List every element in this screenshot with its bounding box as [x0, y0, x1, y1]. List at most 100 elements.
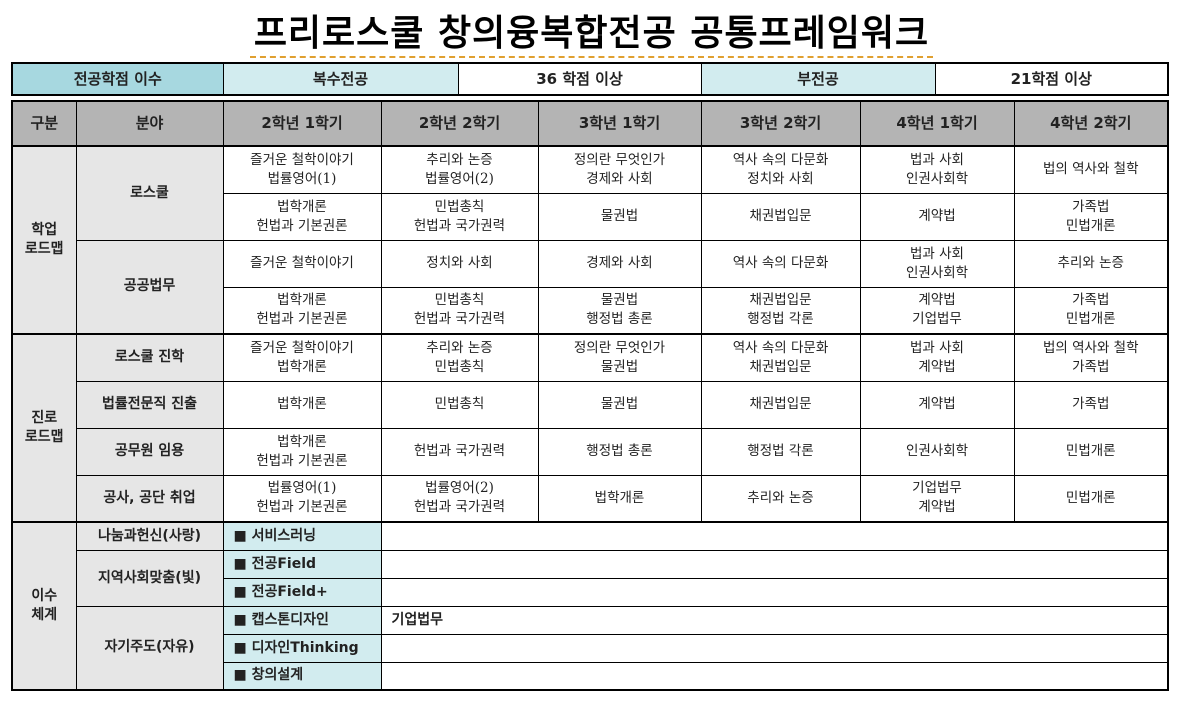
- minor-label: 부전공: [700, 62, 936, 96]
- field-name: 로스쿨: [75, 145, 224, 241]
- course-cell: 정치와 사회: [380, 239, 539, 288]
- table-row: ■ 창의설계: [12, 661, 1169, 691]
- table-row: 자기주도(자유) ■ 캡스톤디자인 기업법무: [12, 605, 1169, 691]
- framework-table: 구분 분야 2학년 1학기 2학년 2학기 3학년 1학기 3학년 2학기 4학년 1학기 4…: [11, 100, 1169, 691]
- minor-credits: 21학점 이상: [934, 62, 1169, 96]
- title-text: 프리로스쿨 창의융복합전공 공통프레임워크: [249, 13, 934, 58]
- table-row: 법학개론 헌법과 기본권론 민법총칙 헌법과 국가권력 물권법 채권법입문 계약법 가족법…: [12, 192, 1169, 241]
- course-cell: 채권법입문: [700, 192, 861, 241]
- course-cell: 행정법 각론: [700, 427, 861, 476]
- credits-label: 전공학점 이수: [11, 62, 224, 96]
- program-item: ■ 창의설계: [222, 661, 382, 691]
- double-major-label: 복수전공: [222, 62, 459, 96]
- course-cell: 법과 사회 인권사회학: [859, 239, 1015, 288]
- section-completion-system: 이수 체계: [11, 521, 77, 691]
- course-cell: 행정법 총론: [537, 427, 702, 476]
- course-cell: 헌법과 국가권력: [380, 427, 539, 476]
- program-note: [380, 633, 1169, 663]
- header-cell: 4학년 1학기: [859, 100, 1015, 147]
- course-cell: 법률영어(1) 헌법과 기본권론: [222, 474, 382, 523]
- header-cell: 3학년 1학기: [537, 100, 702, 147]
- course-cell: 즐거운 철학이야기: [222, 239, 382, 288]
- course-cell: 기업법무 계약법: [859, 474, 1015, 523]
- header-cell: 구분: [11, 100, 77, 147]
- career-path-name: 공무원 임용: [75, 427, 224, 476]
- program-note: [380, 521, 1169, 551]
- course-cell: 역사 속의 다문화 채권법입문: [700, 333, 861, 382]
- double-major-credits: 36 학점 이상: [457, 62, 702, 96]
- course-cell: 추리와 논증 법률영어(2): [380, 145, 539, 194]
- table-row: 지역사회맞춤(빛) ■ 전공Field: [12, 549, 1169, 607]
- course-cell: 가족법 민법개론: [1013, 192, 1169, 241]
- course-cell: 가족법 민법개론: [1013, 286, 1169, 335]
- table-row: 학업 로드맵 로스쿨 즐거운 철학이야기 법률영어(1) 추리와 논증 법률영어(2)…: [11, 145, 1169, 335]
- program-note: [380, 577, 1169, 607]
- table-row: 공무원 임용 법학개론 헌법과 기본권론 헌법과 국가권력 행정법 총론 행정법 각론 인…: [12, 427, 1169, 476]
- program-item: ■ 캡스톤디자인: [222, 605, 382, 635]
- course-cell: 역사 속의 다문화: [700, 239, 861, 288]
- program-group-name: 지역사회맞춤(빛): [75, 549, 224, 607]
- course-cell: 가족법: [1013, 380, 1169, 429]
- course-cell: 법학개론: [537, 474, 702, 523]
- course-cell: 민법총칙 헌법과 국가권력: [380, 192, 539, 241]
- header-cell: 2학년 2학기: [380, 100, 539, 147]
- course-cell: 법과 사회 계약법: [859, 333, 1015, 382]
- course-cell: 민법개론: [1013, 474, 1169, 523]
- course-cell: 인권사회학: [859, 427, 1015, 476]
- table-row: 구분 분야 2학년 1학기 2학년 2학기 3학년 1학기 3학년 2학기 4학년 1학기 4…: [11, 100, 1169, 147]
- section-career-roadmap: 진로 로드맵: [11, 333, 77, 523]
- section-academic-roadmap: 학업 로드맵: [11, 145, 77, 335]
- career-path-name: 로스쿨 진학: [75, 333, 224, 382]
- course-cell: 민법개론: [1013, 427, 1169, 476]
- table-row: ■ 디자인Thinking: [12, 633, 1169, 663]
- course-cell: 법학개론 헌법과 기본권론: [222, 427, 382, 476]
- course-cell: 계약법: [859, 380, 1015, 429]
- program-note: [380, 549, 1169, 579]
- course-cell: 법과 사회 인권사회학: [859, 145, 1015, 194]
- table-row: 이수 체계 나눔과헌신(사랑) ■ 서비스러닝: [11, 521, 1169, 691]
- program-item: ■ 전공Field: [222, 549, 382, 579]
- header-cell: 분야: [75, 100, 224, 147]
- program-group-name: 나눔과헌신(사랑): [75, 521, 224, 551]
- course-cell: 법학개론: [222, 380, 382, 429]
- course-cell: 즐거운 철학이야기 법학개론: [222, 333, 382, 382]
- course-cell: 추리와 논증: [1013, 239, 1169, 288]
- table-row: ■ 전공Field+: [12, 577, 1169, 607]
- course-cell: 법학개론 헌법과 기본권론: [222, 192, 382, 241]
- table-row: 공공법무 즐거운 철학이야기 정치와 사회 경제와 사회 역사 속의 다문화 법과 사회 …: [12, 239, 1169, 335]
- course-cell: 채권법입문: [700, 380, 861, 429]
- course-cell: 민법총칙 헌법과 국가권력: [380, 286, 539, 335]
- career-path-name: 공사, 공단 취업: [75, 474, 224, 523]
- course-cell: 역사 속의 다문화 정치와 사회: [700, 145, 861, 194]
- course-cell: 정의란 무엇인가 물권법: [537, 333, 702, 382]
- header-cell: 4학년 2학기: [1013, 100, 1169, 147]
- table-row: 공사, 공단 취업 법률영어(1) 헌법과 기본권론 법률영어(2) 헌법과 국가권…: [12, 474, 1169, 523]
- header-cell: 3학년 2학기: [700, 100, 861, 147]
- course-cell: 추리와 논증: [700, 474, 861, 523]
- page-title: 프리로스쿨 창의융복합전공 공통프레임워크: [0, 4, 1183, 58]
- course-cell: 계약법 기업법무: [859, 286, 1015, 335]
- course-cell: 경제와 사회: [537, 239, 702, 288]
- program-note: 기업법무: [380, 605, 1169, 635]
- program-item: ■ 디자인Thinking: [222, 633, 382, 663]
- program-note: [380, 661, 1169, 691]
- table-row: 법률전문직 진출 법학개론 민법총칙 물권법 채권법입문 계약법 가족법: [12, 380, 1169, 429]
- course-cell: 계약법: [859, 192, 1015, 241]
- course-cell: 물권법: [537, 192, 702, 241]
- header-cell: 2학년 1학기: [222, 100, 382, 147]
- table-row: 진로 로드맵 로스쿨 진학 즐거운 철학이야기 법학개론 추리와 논증 민법총칙 정의란…: [11, 333, 1169, 523]
- course-cell: 법학개론 헌법과 기본권론: [222, 286, 382, 335]
- course-cell: 추리와 논증 민법총칙: [380, 333, 539, 382]
- program-group-name: 자기주도(자유): [75, 605, 224, 691]
- program-item: ■ 전공Field+: [222, 577, 382, 607]
- table-row: 법학개론 헌법과 기본권론 민법총칙 헌법과 국가권력 물권법 행정법 총론 채권법입…: [12, 286, 1169, 335]
- program-item: ■ 서비스러닝: [222, 521, 382, 551]
- course-cell: 법의 역사와 철학 가족법: [1013, 333, 1169, 382]
- course-cell: 정의란 무엇인가 경제와 사회: [537, 145, 702, 194]
- career-path-name: 법률전문직 진출: [75, 380, 224, 429]
- course-cell: 민법총칙: [380, 380, 539, 429]
- credits-table: 전공학점 이수 복수전공 36 학점 이상 부전공 21학점 이상: [11, 62, 1169, 96]
- field-name: 공공법무: [75, 239, 224, 335]
- course-cell: 채권법입문 행정법 각론: [700, 286, 861, 335]
- course-cell: 물권법: [537, 380, 702, 429]
